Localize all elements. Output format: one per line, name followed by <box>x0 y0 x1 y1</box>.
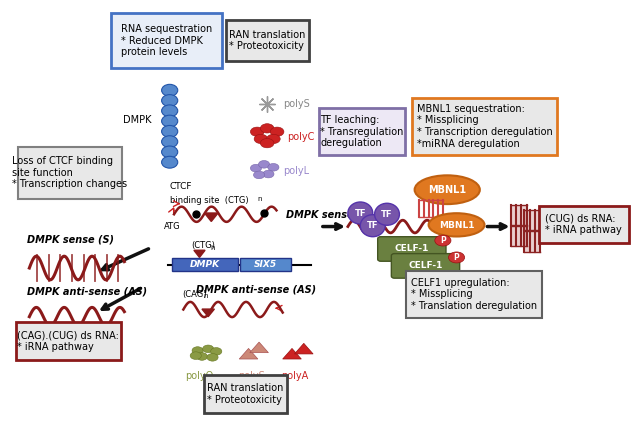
Ellipse shape <box>161 125 178 137</box>
Text: TF: TF <box>355 208 366 218</box>
Ellipse shape <box>161 115 178 127</box>
Text: (CTG): (CTG) <box>191 241 214 250</box>
Text: polyA: polyA <box>281 371 309 381</box>
Text: P: P <box>440 236 446 245</box>
Text: MBNL1: MBNL1 <box>439 221 474 230</box>
FancyBboxPatch shape <box>110 13 222 68</box>
Ellipse shape <box>360 215 385 237</box>
Text: binding site  (CTG): binding site (CTG) <box>170 196 248 205</box>
Text: P: P <box>454 253 459 262</box>
Text: CELF-1: CELF-1 <box>395 245 429 253</box>
Text: MBNL1 sequestration:
* Missplicing
* Transcription deregulation
*miRNA deregulat: MBNL1 sequestration: * Missplicing * Tra… <box>417 104 553 149</box>
Text: DMPK anti-sense (AS): DMPK anti-sense (AS) <box>196 284 316 294</box>
Text: RAN translation
* Proteotoxicity: RAN translation * Proteotoxicity <box>207 383 284 405</box>
Circle shape <box>197 353 207 360</box>
FancyBboxPatch shape <box>510 226 527 246</box>
Circle shape <box>449 252 464 263</box>
Text: CTCF: CTCF <box>170 181 192 190</box>
Ellipse shape <box>348 202 373 224</box>
FancyBboxPatch shape <box>524 210 540 230</box>
Text: polyS: polyS <box>283 99 309 109</box>
Text: (CUG) ds RNA:
* iRNA pathway: (CUG) ds RNA: * iRNA pathway <box>545 214 622 236</box>
Circle shape <box>211 348 222 355</box>
Text: Loss of CTCF binding
site function
* Transcription changes: Loss of CTCF binding site function * Tra… <box>13 156 128 190</box>
Text: polyQ: polyQ <box>185 371 213 381</box>
Text: DMPK anti-sense (AS): DMPK anti-sense (AS) <box>27 287 147 297</box>
Text: (CAG): (CAG) <box>182 290 207 299</box>
Circle shape <box>267 134 280 144</box>
Circle shape <box>260 124 274 133</box>
Text: CELF1 upregulation:
* Missplicing
* Translation deregulation: CELF1 upregulation: * Missplicing * Tran… <box>411 278 537 311</box>
Circle shape <box>268 164 279 171</box>
Ellipse shape <box>161 84 178 96</box>
FancyBboxPatch shape <box>406 271 542 317</box>
Polygon shape <box>194 250 205 257</box>
Circle shape <box>263 170 274 178</box>
FancyBboxPatch shape <box>412 98 557 155</box>
Text: TF: TF <box>382 210 393 219</box>
Text: ATG: ATG <box>164 222 181 231</box>
Text: RNA sequestration
* Reduced DMPK
protein levels: RNA sequestration * Reduced DMPK protein… <box>121 24 212 57</box>
Text: (CAG).(CUG) ds RNA:
* iRNA pathway: (CAG).(CUG) ds RNA: * iRNA pathway <box>17 330 119 352</box>
Circle shape <box>254 134 268 144</box>
FancyBboxPatch shape <box>378 237 446 261</box>
FancyBboxPatch shape <box>510 205 527 225</box>
Polygon shape <box>204 213 218 222</box>
Ellipse shape <box>161 146 178 158</box>
FancyBboxPatch shape <box>240 258 291 271</box>
Polygon shape <box>295 343 313 354</box>
Text: RAN translation
* Proteotoxicity: RAN translation * Proteotoxicity <box>229 30 306 52</box>
Text: polyC: polyC <box>287 132 315 142</box>
Ellipse shape <box>161 136 178 147</box>
Text: h: h <box>211 245 215 251</box>
Text: SIX5: SIX5 <box>254 260 277 269</box>
Ellipse shape <box>415 176 480 204</box>
Text: polyL: polyL <box>283 166 309 176</box>
FancyBboxPatch shape <box>539 206 628 244</box>
Text: DMPK sense (S): DMPK sense (S) <box>27 235 114 245</box>
Text: polyS: polyS <box>238 371 265 381</box>
Circle shape <box>190 352 202 360</box>
Text: n: n <box>258 196 262 202</box>
FancyBboxPatch shape <box>18 147 122 199</box>
FancyBboxPatch shape <box>16 322 121 360</box>
FancyBboxPatch shape <box>172 258 238 271</box>
Text: TF leaching:
* Transregulation
deregulation: TF leaching: * Transregulation deregulat… <box>320 115 404 148</box>
Circle shape <box>250 164 262 172</box>
FancyBboxPatch shape <box>391 253 459 278</box>
Circle shape <box>253 171 265 179</box>
Text: MBNL1: MBNL1 <box>428 185 466 195</box>
Circle shape <box>435 235 451 246</box>
Circle shape <box>260 138 274 148</box>
Text: DMPK: DMPK <box>122 115 151 125</box>
Circle shape <box>207 354 218 361</box>
Text: CELF-1: CELF-1 <box>408 262 443 271</box>
Text: TF: TF <box>367 221 378 230</box>
Circle shape <box>271 127 284 136</box>
Polygon shape <box>283 348 301 359</box>
Text: DMPK sense (S): DMPK sense (S) <box>286 209 373 219</box>
Text: n: n <box>204 294 208 299</box>
Circle shape <box>258 161 270 168</box>
Ellipse shape <box>375 203 399 225</box>
Text: DMPK: DMPK <box>190 260 220 269</box>
Ellipse shape <box>429 213 484 236</box>
Polygon shape <box>249 342 269 353</box>
FancyBboxPatch shape <box>524 231 540 251</box>
Polygon shape <box>239 348 258 359</box>
Circle shape <box>203 345 214 353</box>
Circle shape <box>250 127 264 136</box>
FancyBboxPatch shape <box>204 375 287 413</box>
FancyBboxPatch shape <box>319 109 405 155</box>
Circle shape <box>192 347 204 354</box>
Polygon shape <box>202 309 214 317</box>
Ellipse shape <box>161 105 178 117</box>
FancyBboxPatch shape <box>226 20 309 61</box>
Ellipse shape <box>161 156 178 168</box>
Ellipse shape <box>161 95 178 106</box>
